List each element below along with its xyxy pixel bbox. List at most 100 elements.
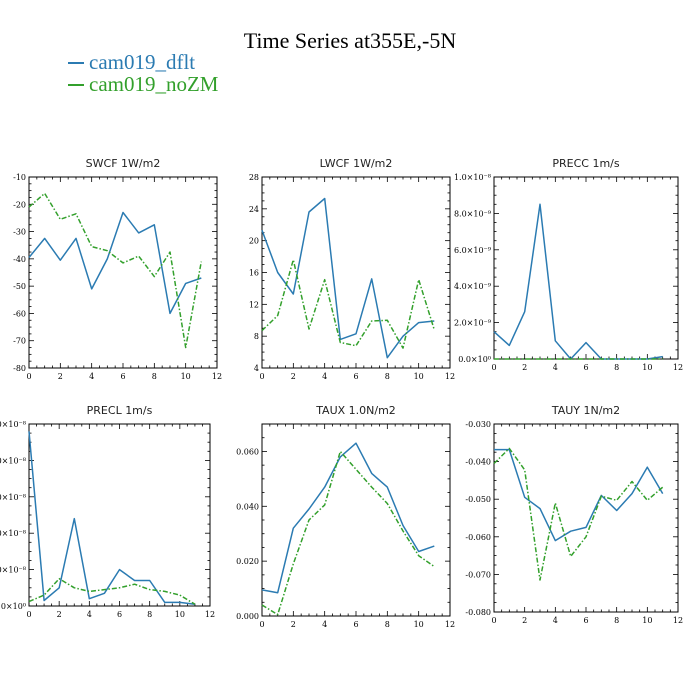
x-tick-label-taux: 2 xyxy=(291,620,296,629)
x-tick-label-precc: 8 xyxy=(614,363,619,372)
x-tick-label-precc: 12 xyxy=(673,363,683,372)
series-line-nozm-taux xyxy=(261,450,435,616)
chart-title-swcf: SWCF 1W/m2 xyxy=(86,157,161,170)
y-tick-label-swcf: -80 xyxy=(13,364,26,373)
x-tick-label-precl: 8 xyxy=(147,610,152,619)
x-tick-label-tauy: 8 xyxy=(614,616,619,625)
legend-label-dflt: cam019_dflt xyxy=(89,50,196,74)
y-tick-label-tauy: -0.030 xyxy=(465,420,491,429)
y-tick-label-tauy: -0.040 xyxy=(465,458,491,467)
chart-swcf: SWCF 1W/m2 0 2 4 6 8 10 12 -80 -70 -60 -50 -40 -30 -20… xyxy=(13,157,222,381)
y-tick-label-precl: 2.0×10⁻⁸ xyxy=(0,529,26,538)
x-tick-label-precl: 4 xyxy=(87,610,92,619)
x-tick-label-precl: 2 xyxy=(57,610,62,619)
series-line-nozm-lwcf xyxy=(261,259,436,349)
plot-frame-taux xyxy=(261,423,451,617)
y-tick-label-lwcf: 8 xyxy=(254,332,259,341)
legend-entry-nozm: cam019_noZM xyxy=(68,72,218,97)
x-tick-label-precc: 6 xyxy=(583,363,588,372)
x-tick-label-precl: 6 xyxy=(117,610,122,619)
x-tick-label-taux: 6 xyxy=(353,620,358,629)
y-tick-label-precc: 0.0×10⁰ xyxy=(458,355,491,364)
chart-title-lwcf: LWCF 1W/m2 xyxy=(320,157,393,170)
y-tick-label-precl: 1.0×10⁻⁸ xyxy=(0,566,26,575)
y-tick-label-taux: 0.020 xyxy=(236,557,259,566)
chart-taux: TAUX 1.0N/m2 0 2 4 6 8 10 12 0.000 0.020 0.040 0.06… xyxy=(236,404,455,629)
chart-title-precc: PRECC 1m/s xyxy=(552,157,620,170)
y-tick-label-swcf: -30 xyxy=(13,228,26,237)
x-tick-label-swcf: 8 xyxy=(152,372,157,381)
x-tick-label-precc: 4 xyxy=(553,363,558,372)
x-tick-label-swcf: 4 xyxy=(89,372,94,381)
y-tick-label-lwcf: 16 xyxy=(249,269,259,278)
x-tick-label-swcf: 6 xyxy=(120,372,125,381)
x-tick-label-precl: 0 xyxy=(26,610,31,619)
series-line-nozm-swcf xyxy=(28,192,203,349)
series-line-dflt-tauy xyxy=(494,448,664,542)
x-tick-label-taux: 0 xyxy=(259,620,264,629)
y-tick-label-taux: 0.040 xyxy=(236,502,259,511)
x-tick-label-precc: 10 xyxy=(642,363,652,372)
y-tick-label-lwcf: 4 xyxy=(254,364,259,373)
x-tick-label-taux: 10 xyxy=(414,620,424,629)
chart-title-tauy: TAUY 1N/m2 xyxy=(551,404,620,417)
series-line-dflt-lwcf xyxy=(261,197,435,359)
x-tick-label-tauy: 10 xyxy=(642,616,652,625)
y-tick-label-tauy: -0.080 xyxy=(465,608,491,617)
x-tick-label-lwcf: 8 xyxy=(385,372,390,381)
x-tick-label-swcf: 2 xyxy=(58,372,63,381)
series-line-dflt-swcf xyxy=(28,211,202,315)
plot-frame-tauy xyxy=(493,423,679,613)
y-tick-label-lwcf: 28 xyxy=(249,173,259,182)
y-tick-label-swcf: -60 xyxy=(13,309,26,318)
y-tick-label-precc: 4.0×10⁻⁹ xyxy=(454,282,492,291)
series-line-dflt-precc xyxy=(493,203,663,360)
plot-frame-precc xyxy=(493,176,679,360)
x-tick-label-precl: 10 xyxy=(175,610,185,619)
chart-precc: PRECC 1m/s 0 2 4 6 8 10 12 0.0×10⁰ 2.0×10⁻⁹ 4.0×10… xyxy=(454,157,683,372)
chart-precl: PRECL 1m/s 0 2 4 6 8 10 12 0×10⁰ 1.0×10⁻⁸ 2.0×10⁻⁸… xyxy=(0,404,215,619)
x-tick-label-swcf: 10 xyxy=(181,372,191,381)
chart-title-precl: PRECL 1m/s xyxy=(87,404,153,417)
y-tick-label-precc: 2.0×10⁻⁹ xyxy=(454,319,492,328)
legend-entry-dflt: cam019_dflt xyxy=(68,50,195,75)
series-line-nozm-precl xyxy=(28,577,196,605)
y-tick-label-precl: 5.0×10⁻⁸ xyxy=(0,420,26,429)
y-tick-label-precc: 6.0×10⁻⁹ xyxy=(454,246,492,255)
y-tick-label-precl: 4.0×10⁻⁸ xyxy=(0,456,26,465)
y-tick-label-tauy: -0.060 xyxy=(465,533,491,542)
y-tick-label-lwcf: 20 xyxy=(249,237,259,246)
x-tick-label-lwcf: 0 xyxy=(259,372,264,381)
x-tick-label-taux: 8 xyxy=(385,620,390,629)
y-tick-label-taux: 0.000 xyxy=(236,612,259,621)
y-tick-label-swcf: -10 xyxy=(13,173,26,182)
x-tick-label-tauy: 6 xyxy=(583,616,588,625)
x-tick-label-lwcf: 12 xyxy=(445,372,455,381)
y-tick-label-tauy: -0.050 xyxy=(465,495,491,504)
x-tick-label-precc: 0 xyxy=(491,363,496,372)
legend-swatch-nozm xyxy=(68,83,84,86)
legend-swatch-dflt xyxy=(68,61,84,64)
x-tick-label-tauy: 4 xyxy=(553,616,558,625)
y-tick-label-precc: 1.0×10⁻⁸ xyxy=(454,173,491,182)
y-tick-label-swcf: -20 xyxy=(13,200,26,209)
y-tick-label-precl: 3.0×10⁻⁸ xyxy=(0,493,26,502)
y-tick-label-tauy: -0.070 xyxy=(465,570,491,579)
x-tick-label-taux: 4 xyxy=(322,620,327,629)
plot-frame-swcf xyxy=(28,176,218,369)
x-tick-label-tauy: 2 xyxy=(522,616,527,625)
plot-frame-precl xyxy=(28,423,211,607)
page-title: Time Series at355E,-5N xyxy=(243,28,457,53)
series-line-dflt-precl xyxy=(28,431,195,605)
x-tick-label-lwcf: 2 xyxy=(291,372,296,381)
x-tick-label-lwcf: 4 xyxy=(322,372,327,381)
y-tick-label-precc: 8.0×10⁻⁹ xyxy=(454,209,492,218)
series-line-nozm-tauy xyxy=(493,447,664,581)
x-tick-label-precl: 12 xyxy=(205,610,215,619)
x-tick-label-swcf: 12 xyxy=(212,372,222,381)
y-tick-label-lwcf: 24 xyxy=(249,205,259,214)
series-line-dflt-taux xyxy=(261,442,435,594)
x-tick-label-lwcf: 10 xyxy=(414,372,424,381)
